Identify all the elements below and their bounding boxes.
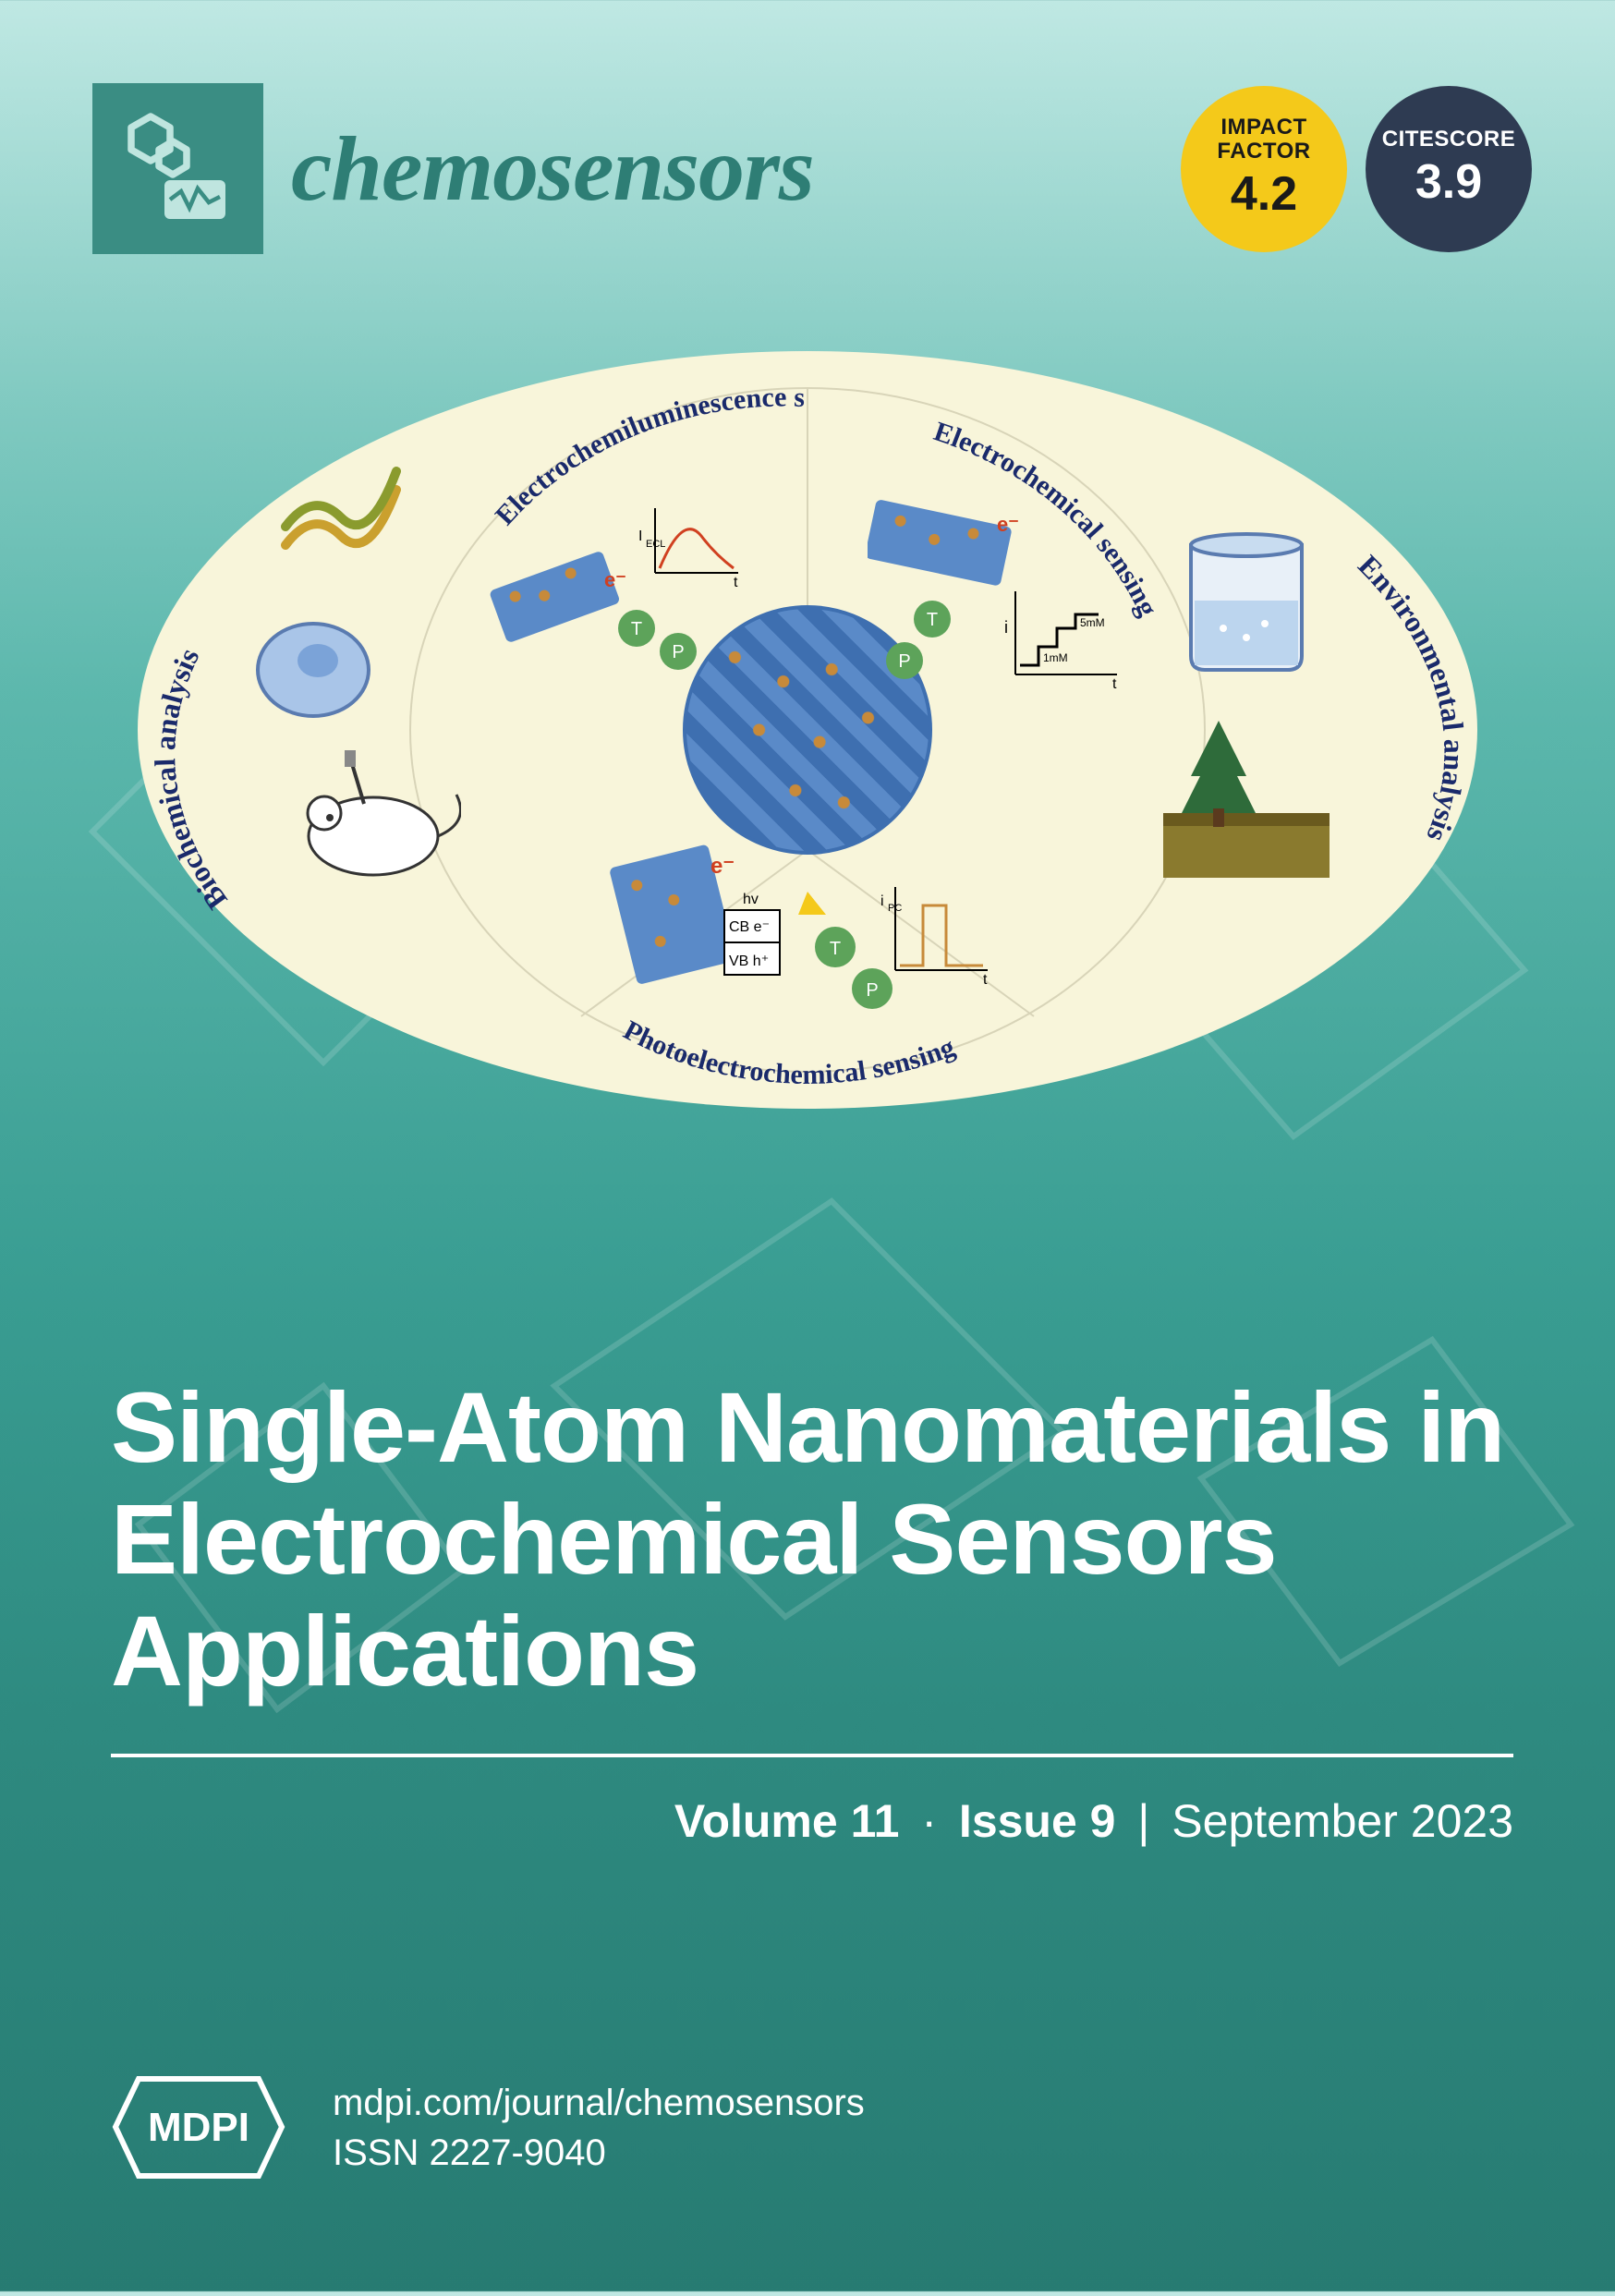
issue-label: Issue 9 [959,1795,1116,1847]
svg-text:Environmental analysis: Environmental analysis [1352,549,1471,847]
cover-title: Single-Atom Nanomaterials in Electrochem… [111,1372,1513,1707]
impact-factor-label-2: FACTOR [1217,140,1310,163]
header: chemosensors IMPACT FACTOR 4.2 CITESCORE… [92,83,1532,254]
mouse-icon [285,748,461,887]
issue-line: Volume 11 · Issue 9 | September 2023 [111,1794,1513,1848]
citescore-badge: CITESCORE 3.9 [1366,86,1532,252]
outer-label-left: Biochemical analysis [148,643,234,916]
cover-figure: Electrochemiluminescence sensing Electro… [138,351,1477,1109]
pec-diagram-icon: CB e⁻ VB h⁺ hv e⁻ T P i PC t [600,841,1006,1044]
svg-text:ECL: ECL [646,539,665,550]
journal-name: chemosensors [291,115,814,222]
svg-text:1mM: 1mM [1043,651,1068,664]
ec-diagram-icon: T P e⁻ i 1mM 5mM t [868,480,1145,702]
svg-text:T: T [927,610,938,630]
journal-logo-icon [92,83,263,254]
footer-url: mdpi.com/journal/chemosensors [333,2078,865,2128]
svg-text:5mM: 5mM [1080,616,1105,629]
title-block: Single-Atom Nanomaterials in Electrochem… [111,1372,1513,1848]
mdpi-logo-icon: MDPI [111,2065,286,2190]
beaker-icon [1172,517,1320,674]
svg-text:P: P [866,980,878,1001]
svg-text:i: i [880,893,884,909]
background-shapes [0,0,1615,2291]
svg-text:i: i [1004,618,1008,637]
impact-factor-value: 4.2 [1231,166,1297,222]
outer-label-right: Environmental analysis [1352,549,1471,847]
svg-text:I: I [638,528,642,544]
svg-text:e⁻: e⁻ [997,513,1019,536]
footer-issn: ISSN 2227-9040 [333,2128,865,2178]
svg-text:t: t [983,972,988,988]
svg-text:VB h⁺: VB h⁺ [729,954,769,969]
issue-dot: · [921,1795,937,1847]
dna-icon [276,462,406,564]
svg-text:T: T [631,619,642,639]
metric-badges: IMPACT FACTOR 4.2 CITESCORE 3.9 [1181,86,1532,252]
svg-text:Biochemical analysis: Biochemical analysis [148,643,234,916]
footer-text: mdpi.com/journal/chemosensors ISSN 2227-… [333,2078,865,2178]
svg-text:t: t [1112,676,1117,692]
svg-text:PC: PC [888,903,902,914]
svg-text:T: T [830,939,841,959]
citescore-value: 3.9 [1415,154,1482,210]
impact-factor-badge: IMPACT FACTOR 4.2 [1181,86,1347,252]
issue-date: September 2023 [1172,1795,1513,1847]
footer: MDPI mdpi.com/journal/chemosensors ISSN … [111,2065,865,2190]
svg-text:P: P [672,642,684,662]
volume-label: Volume 11 [674,1795,900,1847]
cell-icon [249,610,378,721]
svg-text:MDPI: MDPI [148,2105,249,2150]
ecl-diagram-icon: T P e⁻ I ECL t [480,490,757,693]
svg-text:e⁻: e⁻ [604,568,626,591]
tree-soil-icon [1154,721,1339,887]
svg-text:e⁻: e⁻ [710,854,735,879]
svg-text:CB e⁻: CB e⁻ [729,919,770,935]
svg-text:hv: hv [743,892,759,907]
title-rule [111,1754,1513,1757]
impact-factor-label-1: IMPACT [1220,115,1306,139]
svg-text:P: P [898,651,910,672]
svg-text:t: t [734,575,738,590]
citescore-label: CITESCORE [1382,128,1516,151]
